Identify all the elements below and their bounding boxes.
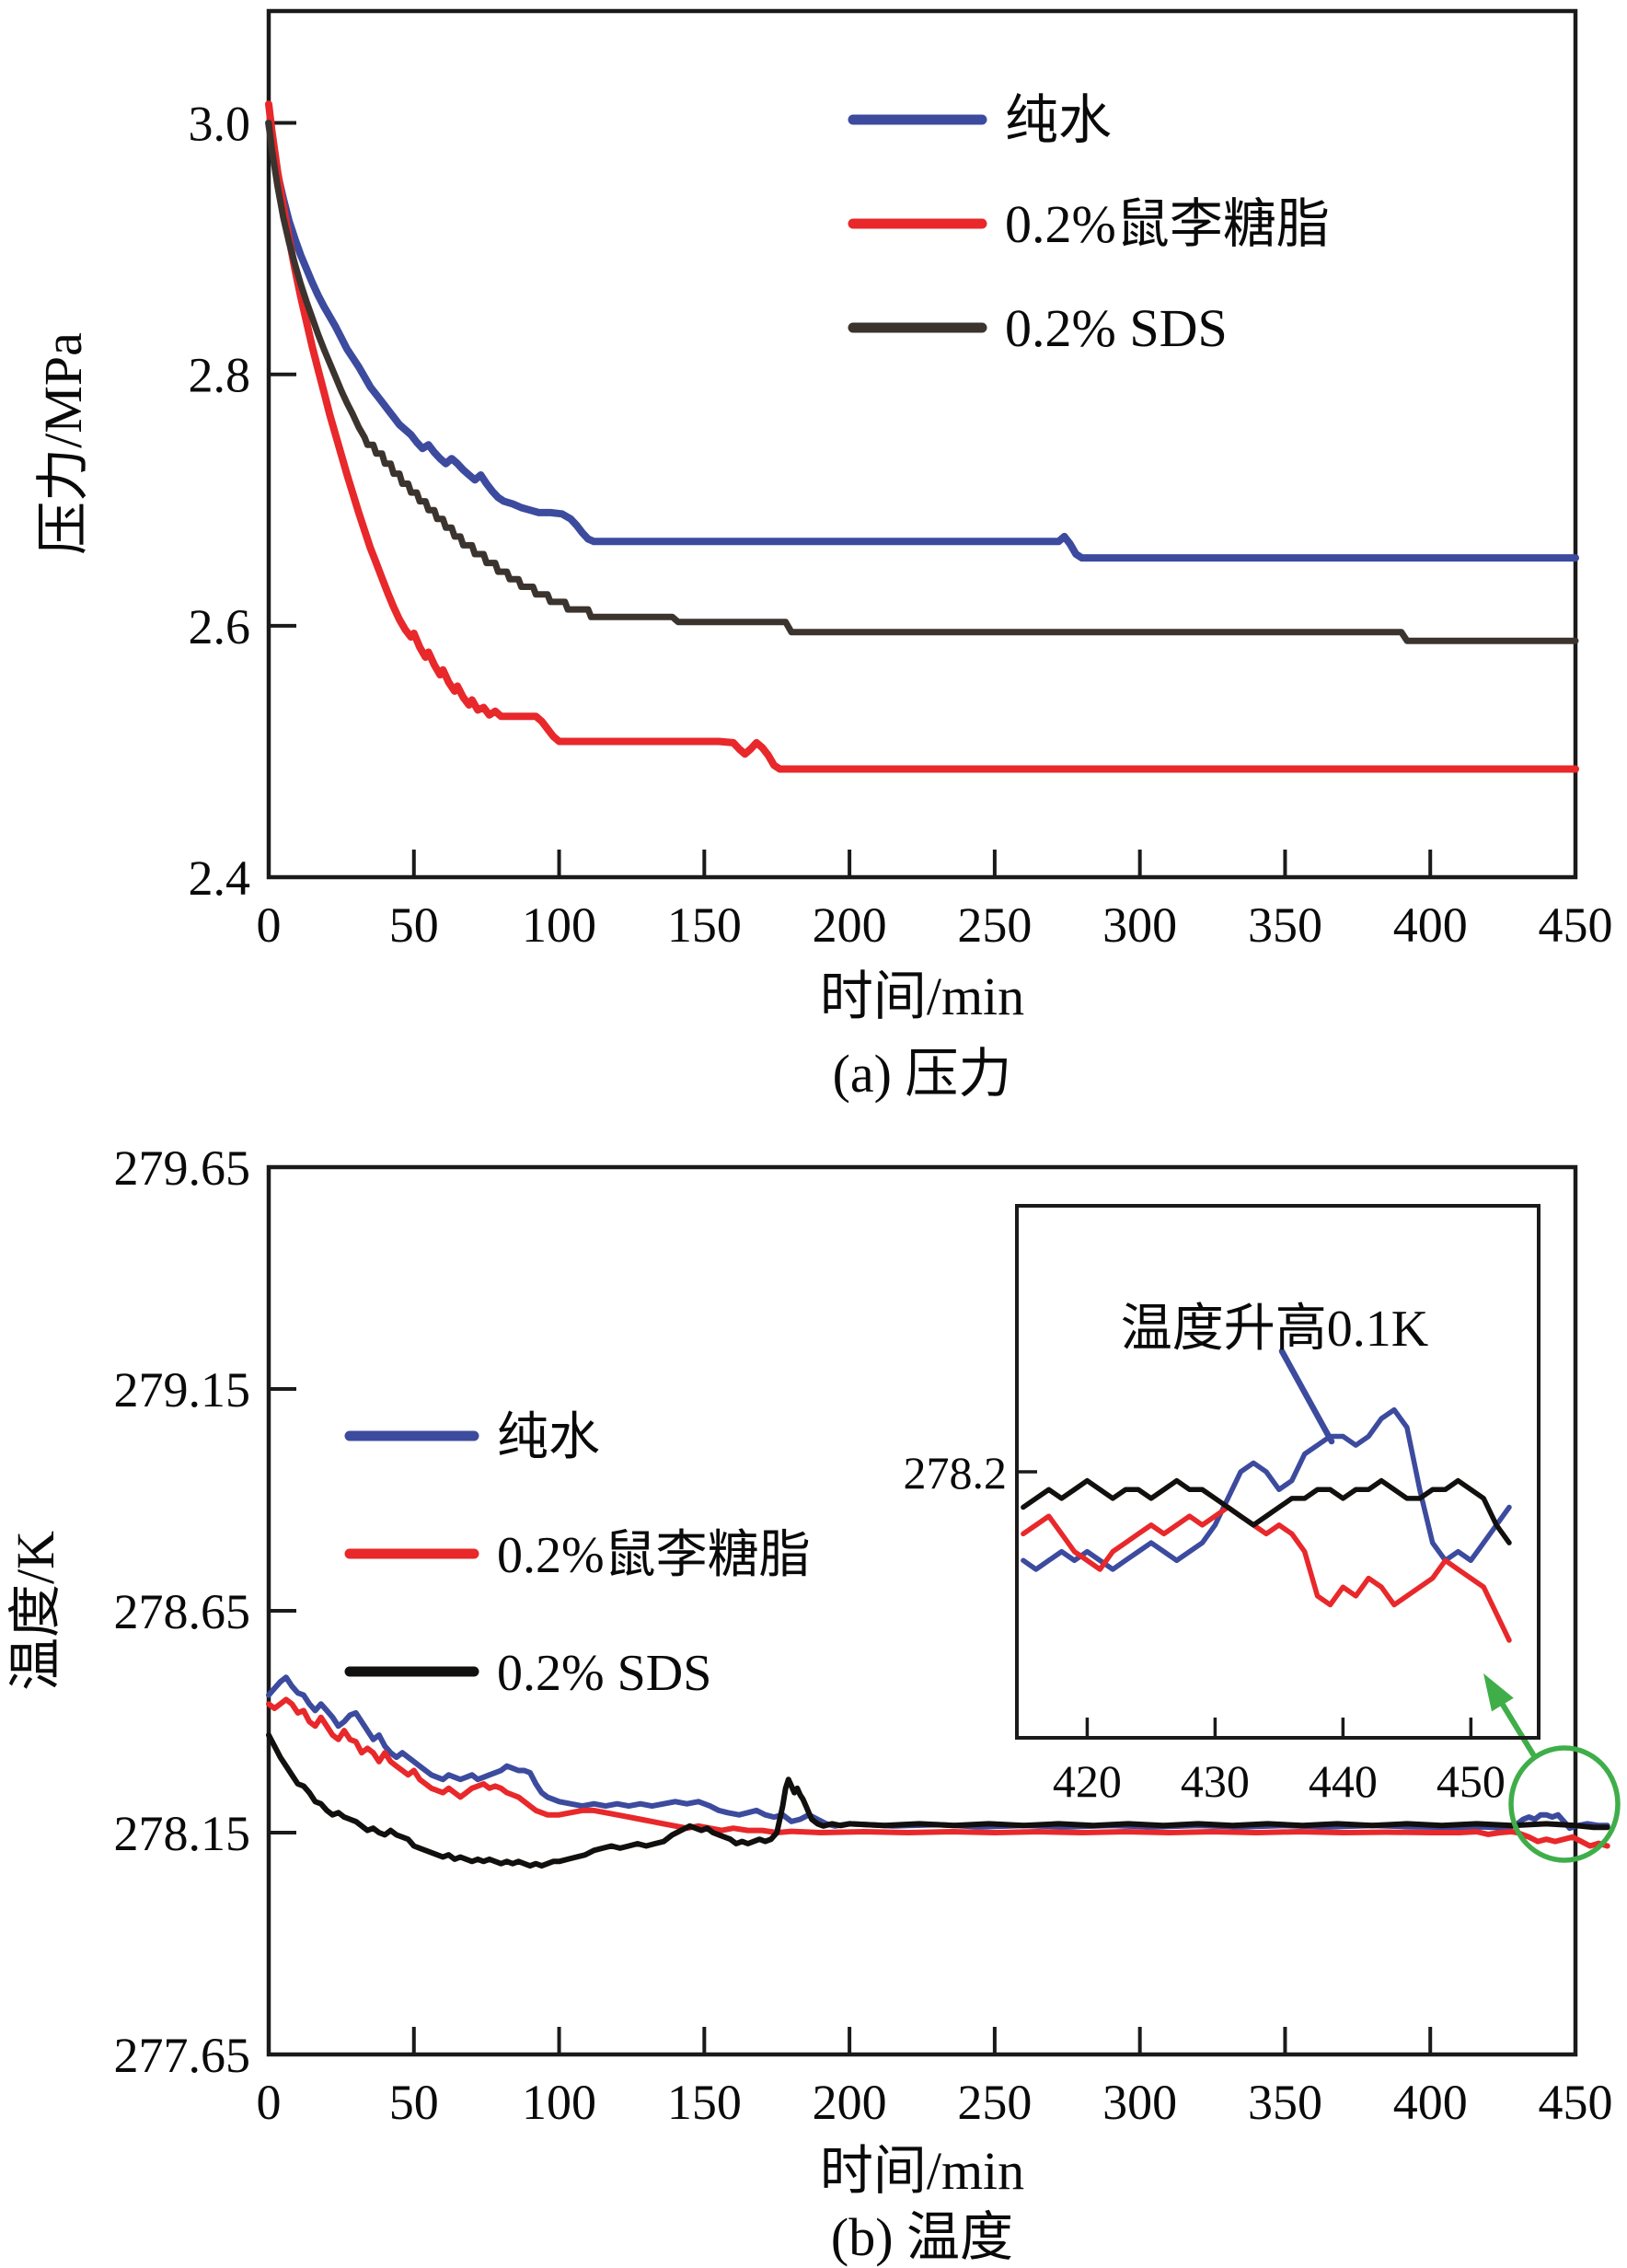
pressure-y-tick-label: 2.8 (189, 348, 251, 403)
temperature-x-tick-label: 200 (813, 2075, 887, 2130)
temperature-legend-label-rhamnolipid: 0.2%鼠李糖脂 (497, 1527, 811, 1584)
pressure-x-tick-label: 250 (957, 897, 1032, 953)
temperature-x-tick-label: 250 (957, 2075, 1032, 2130)
pressure-caption: (a) 压力 (833, 1044, 1012, 1104)
temperature-legend-label-pure-water: 纯水 (497, 1409, 600, 1466)
pressure-x-tick-label: 300 (1102, 897, 1177, 953)
pressure-x-tick-label: 50 (389, 897, 439, 953)
pressure-panel: 0 50 100 150 200 250 300 350 400 450 2.4 2.6 2.8 3.0 纯… (189, 8, 1613, 953)
temperature-inset-x-tick-label: 420 (1053, 1755, 1122, 1807)
highlight-arrow-head (1483, 1673, 1514, 1712)
temperature-inset-panel: 420 430 440 450 (1015, 1204, 1540, 1807)
temperature-inset-x-tick-label: 440 (1309, 1755, 1378, 1807)
temperature-y-tick-label: 277.65 (114, 2028, 251, 2083)
temperature-y-tick-label: 278.15 (114, 1806, 251, 1861)
pressure-curve-rhamnolipid (265, 100, 1579, 773)
pressure-x-tick-label: 0 (257, 897, 282, 953)
pressure-x-tick-label: 100 (522, 897, 596, 953)
pressure-x-tick-label: 350 (1248, 897, 1322, 953)
pressure-legend-label-rhamnolipid: 0.2%鼠李糖脂 (1005, 194, 1330, 254)
pressure-x-tick-label: 450 (1539, 897, 1613, 953)
temperature-caption: (b) 温度 (831, 2207, 1013, 2267)
temperature-x-tick-label: 450 (1539, 2075, 1613, 2130)
pressure-x-tick-label: 400 (1393, 897, 1468, 953)
pressure-y-tick-label: 2.6 (189, 599, 251, 654)
pressure-x-tick-label: 200 (813, 897, 887, 953)
pressure-y-tick-label: 2.4 (189, 850, 251, 906)
temperature-x-tick-label: 400 (1393, 2075, 1468, 2130)
temperature-curve-pure-water (266, 1674, 1610, 1832)
temperature-inset-x-tick-label: 430 (1181, 1755, 1250, 1807)
pressure-x-axis-label: 时间/min (820, 966, 1024, 1026)
highlight-arrow-shaft (1500, 1702, 1536, 1757)
pressure-y-tick-label: 3.0 (189, 97, 251, 152)
pressure-legend-label-pure-water: 纯水 (1005, 90, 1112, 150)
pressure-curve-sds (265, 120, 1579, 644)
temperature-x-axis-label: 时间/min (820, 2141, 1024, 2201)
temperature-panel: 0 50 100 150 200 250 300 350 400 450 277.65 278.15 2… (114, 1140, 1621, 2130)
inset-annotation-text: 温度升高0.1K (1121, 1301, 1428, 1358)
temperature-x-tick-label: 0 (257, 2075, 282, 2130)
temperature-curve-sds (266, 1732, 1610, 1869)
temperature-inset-curve-sds (1021, 1477, 1512, 1545)
temperature-y-tick-label: 279.15 (114, 1362, 251, 1418)
temperature-y-tick-label: 279.65 (114, 1140, 251, 1196)
pressure-curve-pure-water (265, 119, 1579, 562)
temperature-inset-curve-rhamnolipid (1021, 1504, 1512, 1643)
temperature-y-tick-label: 278.65 (114, 1584, 251, 1639)
temperature-curve-rhamnolipid (266, 1696, 1610, 1849)
temperature-x-tick-label: 100 (522, 2075, 596, 2130)
temperature-legend-label-sds: 0.2% SDS (497, 1645, 711, 1702)
temperature-x-tick-label: 150 (667, 2075, 742, 2130)
inset-annotation-leader-line (1278, 1348, 1335, 1445)
temperature-inset-x-tick-label: 450 (1437, 1755, 1506, 1807)
temperature-x-tick-label: 50 (389, 2075, 439, 2130)
pressure-plot-box (266, 8, 1578, 880)
pressure-legend-label-sds: 0.2% SDS (1005, 298, 1228, 358)
pressure-x-tick-label: 150 (667, 897, 742, 953)
highlight-circle (1508, 1745, 1621, 1863)
inset-y-tick-label: 278.2 (904, 1447, 1008, 1498)
temperature-y-axis-label: 温度/K (6, 1531, 65, 1691)
temperature-x-tick-label: 350 (1248, 2075, 1322, 2130)
pressure-y-axis-label: 压力/MPa (33, 332, 93, 555)
temperature-x-tick-label: 300 (1102, 2075, 1177, 2130)
temperature-inset-plot-box (1015, 1204, 1540, 1740)
